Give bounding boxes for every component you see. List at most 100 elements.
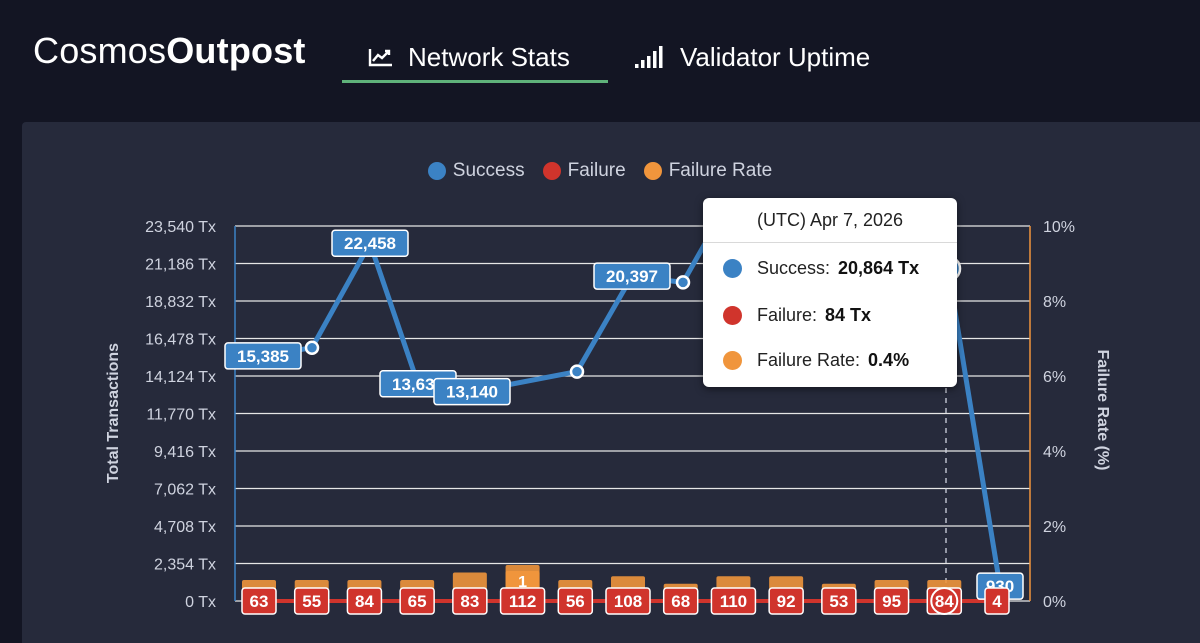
y-tick-label: 0 Tx	[185, 594, 216, 611]
failure-label-box	[346, 587, 383, 615]
legend-item-success[interactable]: Success	[427, 160, 525, 182]
y-right-axis-title: Failure Rate (%)	[1094, 350, 1111, 471]
failure-data-label: 84	[355, 592, 374, 611]
success-point	[304, 340, 320, 355]
tooltip-row-failure: Failure: 84 Tx	[723, 305, 871, 326]
tooltip-divider	[703, 242, 957, 243]
tab-network-stats[interactable]: Network Stats	[342, 33, 608, 83]
failure-label-box	[710, 587, 757, 615]
failure-label-box	[821, 587, 857, 615]
y-tick-label: 18,832 Tx	[145, 294, 216, 311]
failure-highlight-ring	[930, 587, 959, 615]
failure-data-label: 112	[509, 592, 536, 611]
y-right-tick-label: 6%	[1043, 369, 1066, 386]
failure-data-label: 95	[882, 592, 901, 611]
legend-label-failure-rate: Failure Rate	[668, 160, 773, 181]
failure-label-box	[241, 587, 277, 615]
chart-tooltip: (UTC) Apr 7, 2026 Success: 20,864 Tx Fai…	[703, 198, 957, 387]
success-data-label: 13,140	[446, 383, 498, 402]
y-tick-label: 16,478 Tx	[145, 332, 216, 349]
success-label-box	[331, 229, 409, 257]
success-data-label: 13,637	[392, 375, 444, 394]
failure-data-label: 53	[829, 592, 848, 611]
tooltip-value-success: 20,864 Tx	[838, 258, 920, 278]
failure-label-box	[293, 587, 330, 615]
tooltip-dot-failure-rate	[723, 351, 742, 370]
tab-network-stats-label: Network Stats	[408, 41, 570, 72]
failure-rate-label: 1	[518, 574, 527, 591]
brand-prefix: Cosmos	[33, 30, 167, 71]
failure-label-box	[605, 587, 651, 615]
y-right-tick-label: 8%	[1043, 294, 1066, 311]
y-tick-label: 2,354 Tx	[154, 557, 216, 574]
legend-dot-success	[427, 162, 446, 180]
failure-label-box	[499, 587, 546, 615]
legend-item-failure[interactable]: Failure	[542, 160, 626, 182]
top-navigation: CosmosOutpost Network Stats Validator Up…	[0, 0, 1200, 110]
legend-item-failure-rate[interactable]: Failure Rate	[643, 160, 773, 182]
tooltip-row-failure-rate: Failure Rate: 0.4%	[723, 350, 909, 371]
failure-label-box	[768, 587, 804, 615]
tooltip-row-success: Success: 20,864 Tx	[723, 258, 919, 279]
failure-label-box	[873, 587, 910, 615]
y-tick-label: 14,124 Tx	[145, 369, 216, 386]
tooltip-label-failure: Failure:	[757, 305, 818, 325]
y-tick-label: 4,708 Tx	[154, 519, 216, 536]
chart-legend: Success Failure Failure Rate	[0, 160, 1200, 182]
failure-data-label: 84	[935, 592, 954, 611]
failure-data-label: 68	[671, 592, 690, 611]
active-tab-indicator	[342, 80, 608, 83]
success-data-label: 22,458	[344, 234, 396, 253]
y-tick-label: 7,062 Tx	[154, 482, 216, 499]
signal-bars-icon	[635, 46, 663, 68]
y-axis-title: Total Transactions	[105, 343, 122, 483]
success-label-box	[224, 342, 302, 370]
failure-data-label: 110	[720, 592, 747, 611]
failure-data-label: 4	[992, 592, 1002, 611]
success-label-box	[593, 262, 671, 290]
line-chart-icon	[368, 49, 392, 67]
failure-data-label: 56	[566, 592, 585, 611]
tab-validator-uptime-label: Validator Uptime	[680, 41, 871, 72]
failure-label-box	[662, 587, 699, 615]
failure-rate-label-box	[505, 571, 540, 591]
success-data-label: 20,397	[606, 267, 658, 286]
tooltip-dot-failure	[723, 306, 742, 325]
brand-bold: Outpost	[166, 30, 306, 71]
failure-data-label: 83	[460, 592, 479, 611]
failure-label-box	[984, 587, 1010, 615]
failure-data-label: 92	[777, 592, 796, 611]
tooltip-label-failure-rate: Failure Rate:	[757, 350, 861, 370]
success-point	[569, 364, 585, 379]
legend-dot-failure-rate	[643, 162, 662, 180]
failure-data-label: 63	[250, 592, 269, 611]
tooltip-label-success: Success:	[757, 258, 831, 278]
success-point	[675, 275, 691, 290]
failure-label-box	[452, 587, 488, 615]
y-tick-label: 23,540 Tx	[145, 219, 216, 236]
y-right-tick-label: 4%	[1043, 444, 1066, 461]
legend-dot-failure	[542, 162, 561, 180]
success-data-label: 15,385	[237, 347, 289, 366]
brand-logo[interactable]: CosmosOutpost	[33, 30, 306, 72]
legend-label-success: Success	[452, 160, 525, 181]
y-tick-label: 9,416 Tx	[154, 444, 216, 461]
failure-data-label: 55	[302, 592, 321, 611]
y-tick-label: 21,186 Tx	[145, 257, 216, 274]
tooltip-title: (UTC) Apr 7, 2026	[756, 210, 904, 230]
failure-label-box	[399, 587, 435, 615]
y-tick-label: 11,770 Tx	[146, 407, 216, 424]
failure-data-label: 65	[408, 592, 427, 611]
failure-data-label: 108	[614, 592, 642, 611]
legend-label-failure: Failure	[567, 160, 626, 181]
tab-validator-uptime[interactable]: Validator Uptime	[634, 33, 870, 81]
success-label-box	[433, 377, 511, 406]
y-right-tick-label: 0%	[1043, 594, 1066, 611]
tooltip-value-failure-rate: 0.4%	[868, 350, 910, 370]
failure-label-box	[557, 587, 594, 615]
chart-panel	[22, 122, 1200, 643]
tooltip-dot-success	[723, 259, 742, 278]
y-right-tick-label: 2%	[1043, 519, 1066, 536]
tooltip-value-failure: 84 Tx	[825, 305, 872, 325]
